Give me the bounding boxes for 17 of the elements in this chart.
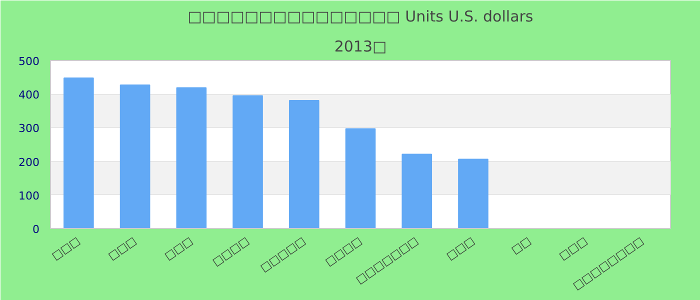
- chart-subtitle: 2013□: [334, 38, 387, 56]
- bar: [64, 77, 94, 228]
- bar: [458, 158, 488, 228]
- y-tick-label: 100: [18, 189, 40, 202]
- y-tick-label: 0: [32, 223, 40, 236]
- x-tick-label: □□: [508, 234, 534, 257]
- bar: [345, 128, 376, 228]
- y-tick-label: 500: [18, 55, 40, 68]
- bar: [232, 95, 263, 228]
- bar: [176, 87, 207, 228]
- bar: [402, 154, 432, 228]
- bar: [120, 84, 150, 228]
- bar: [288, 100, 320, 228]
- y-tick-label: 400: [18, 88, 40, 102]
- y-tick-label: 300: [18, 122, 40, 136]
- y-tick-label: 200: [18, 156, 40, 169]
- chart-title: □□□□□□□□□□□□□□□ Units U.S. dollars: [188, 8, 534, 26]
